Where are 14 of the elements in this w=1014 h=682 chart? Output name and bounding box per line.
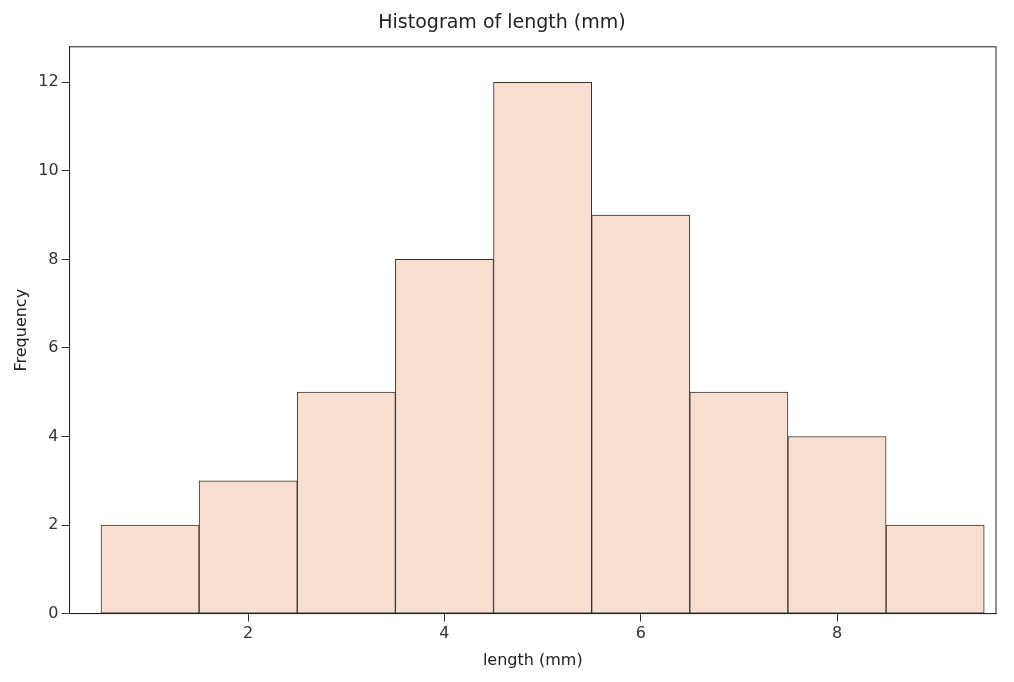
x-tick-label: 6 bbox=[635, 623, 646, 643]
y-tick-label: 2 bbox=[48, 514, 59, 534]
y-tick-label: 12 bbox=[38, 71, 59, 91]
x-tick-label: 2 bbox=[243, 623, 254, 643]
y-tick-label: 6 bbox=[48, 337, 59, 357]
y-tick-label: 8 bbox=[48, 248, 59, 268]
y-tick-label: 10 bbox=[38, 159, 59, 179]
x-tick-label: 4 bbox=[439, 623, 450, 643]
y-tick-label: 4 bbox=[48, 425, 59, 445]
y-axis-title: Frequency bbox=[10, 288, 30, 372]
y-tick-label: 0 bbox=[48, 602, 59, 622]
chart-title: Histogram of length (mm) bbox=[378, 10, 626, 33]
x-tick-label: 8 bbox=[831, 623, 843, 643]
x-axis-title: length (mm) bbox=[482, 649, 583, 669]
